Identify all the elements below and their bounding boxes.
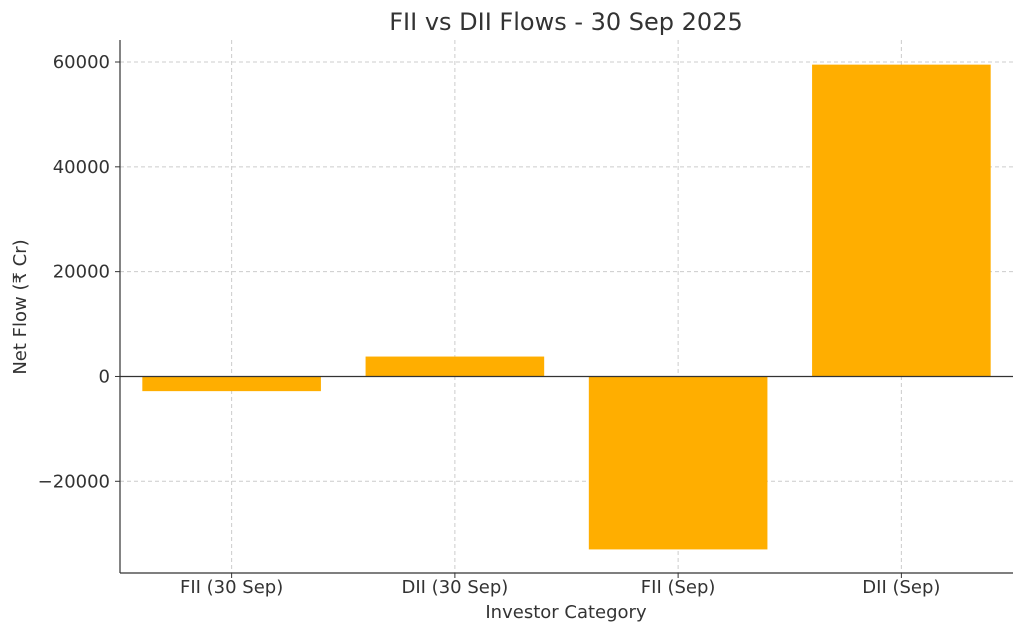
- x-tick-label: DII (30 Sep): [401, 577, 508, 598]
- bars: [142, 64, 991, 550]
- y-tick-label: 0: [99, 366, 110, 387]
- x-tick-label: FII (30 Sep): [180, 577, 283, 598]
- y-tick-label: −20000: [38, 471, 110, 492]
- axes: [115, 40, 1013, 578]
- x-axis-label: Investor Category: [485, 602, 647, 623]
- chart-title: FII vs DII Flows - 30 Sep 2025: [389, 8, 743, 36]
- bar: [588, 376, 768, 550]
- y-tick-label: 40000: [53, 157, 110, 178]
- y-tick-label: 20000: [53, 262, 110, 283]
- bar: [365, 356, 545, 377]
- tick-labels: −20000 0 20000 40000 60000 FII (30 Sep) DII (3…: [38, 52, 941, 598]
- y-tick-label: 60000: [53, 52, 110, 73]
- bar: [812, 64, 991, 377]
- y-axis-label: Net Flow (₹ Cr): [10, 239, 31, 374]
- x-tick-label: DII (Sep): [862, 577, 940, 598]
- bar: [142, 376, 321, 392]
- x-tick-label: FII (Sep): [641, 577, 716, 598]
